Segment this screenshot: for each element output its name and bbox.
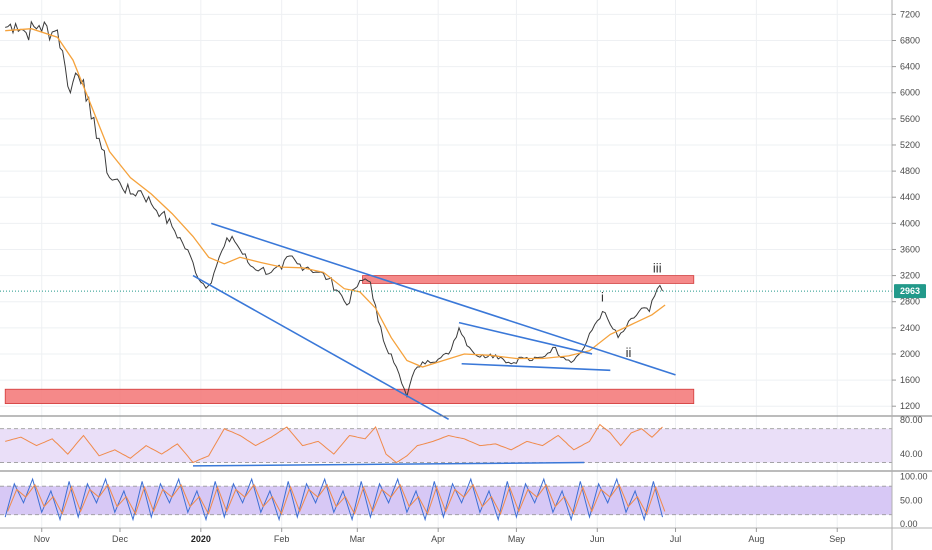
rsi-trendline[interactable] xyxy=(192,461,585,467)
price-axis-tick-label: 4000 xyxy=(900,218,920,228)
price-axis-tick-label: 6400 xyxy=(900,62,920,72)
stoch-d-line xyxy=(7,483,666,516)
time-axis-tick-label: Apr xyxy=(431,534,445,544)
price-axis-tick-label: 5600 xyxy=(900,114,920,124)
rsi-axis-tick-label: 80.00 xyxy=(900,415,923,425)
trendline[interactable] xyxy=(458,321,593,355)
rsi-band-layer xyxy=(0,428,892,463)
price-axis-tick-label: 3600 xyxy=(900,244,920,254)
price-axis-tick-label: 6800 xyxy=(900,35,920,45)
wave-label: iii xyxy=(653,260,662,275)
stoch-axis-tick-label: 0.00 xyxy=(900,519,918,529)
time-axis-tick-label: Sep xyxy=(829,534,845,544)
rsi-axis-tick-label: 40.00 xyxy=(900,449,923,459)
rsi-band xyxy=(0,428,892,463)
price-axis-tick-label: 2000 xyxy=(900,349,920,359)
price-axis-tick-label: 4800 xyxy=(900,166,920,176)
trendline[interactable] xyxy=(211,222,676,376)
stoch-k-line xyxy=(4,477,663,522)
price-axis-tick-label: 6000 xyxy=(900,88,920,98)
time-axis-tick-label: Nov xyxy=(34,534,51,544)
price-axis-tick-label: 3200 xyxy=(900,271,920,281)
grid-layer xyxy=(0,0,892,528)
time-axis-tick-label: Mar xyxy=(350,534,366,544)
resistance-support-zone[interactable] xyxy=(4,388,695,404)
price-axis-tick-label: 1200 xyxy=(900,401,920,411)
time-axis-tick-label: Feb xyxy=(274,534,290,544)
current-price-label: 2963 xyxy=(900,286,920,296)
time-axis-tick-label: Jun xyxy=(590,534,605,544)
time-axis-tick-label: 2020 xyxy=(191,534,211,544)
stoch-axis-tick-label: 50.00 xyxy=(900,495,923,505)
time-axis-tick-label: Jul xyxy=(670,534,682,544)
rsi-line xyxy=(5,423,663,464)
price-axis-tick-label: 4400 xyxy=(900,192,920,202)
wave-label: i xyxy=(601,290,604,305)
price-axis-tick-label: 1600 xyxy=(900,375,920,385)
resistance-support-zone[interactable] xyxy=(362,275,695,284)
series-layer xyxy=(0,20,892,522)
price-axis-tick-label: 2800 xyxy=(900,297,920,307)
wave-label: ii xyxy=(626,345,632,360)
time-axis-tick-label: Aug xyxy=(748,534,764,544)
current-price-tag xyxy=(894,284,926,299)
trendline[interactable] xyxy=(461,362,611,372)
time-axis-tick-label: Dec xyxy=(112,534,129,544)
axis-layer: 7200 6800 6400 6000 5600 5200 4800 4400 4000 3600… xyxy=(34,9,928,544)
trendline-layer[interactable] xyxy=(192,222,676,467)
moving-average-line xyxy=(5,28,666,368)
price-axis-tick-label: 5200 xyxy=(900,140,920,150)
price-axis-tick-label: 2400 xyxy=(900,323,920,333)
zone-layer xyxy=(4,275,695,404)
trendline[interactable] xyxy=(192,274,450,420)
price-axis-tick-label: 7200 xyxy=(900,9,920,19)
time-axis-tick-label: May xyxy=(508,534,526,544)
price-series-line xyxy=(5,20,663,399)
stoch-axis-tick-label: 100.00 xyxy=(900,472,928,482)
